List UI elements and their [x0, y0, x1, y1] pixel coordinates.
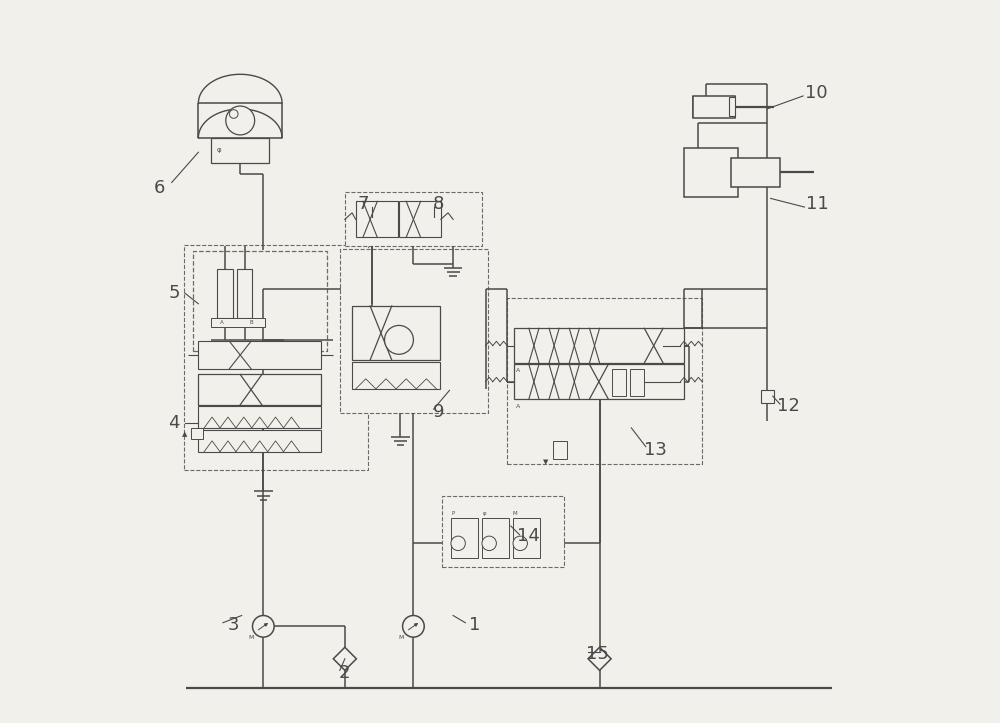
Bar: [356, 201, 398, 237]
Text: 7: 7: [357, 195, 369, 213]
Bar: [345, 192, 482, 246]
Circle shape: [513, 536, 527, 550]
Circle shape: [482, 536, 496, 550]
Bar: [399, 201, 441, 237]
Text: φ: φ: [216, 147, 221, 153]
Bar: [514, 364, 684, 399]
Bar: [514, 328, 684, 363]
Circle shape: [403, 615, 424, 637]
Text: ▼: ▼: [543, 460, 548, 466]
Text: 9: 9: [433, 403, 444, 421]
Text: P: P: [451, 510, 455, 515]
Bar: [451, 518, 478, 557]
Bar: [184, 244, 368, 470]
Text: 5: 5: [168, 284, 180, 302]
Bar: [442, 497, 564, 567]
Text: 6: 6: [154, 179, 165, 197]
Text: 2: 2: [339, 664, 351, 683]
Bar: [352, 362, 440, 389]
Bar: [731, 158, 780, 187]
Bar: [352, 306, 440, 360]
Text: 12: 12: [777, 397, 800, 415]
Bar: [211, 318, 265, 327]
Polygon shape: [588, 647, 611, 670]
Text: M: M: [248, 635, 254, 640]
Text: 3: 3: [227, 616, 239, 634]
Bar: [507, 298, 702, 464]
Text: A: A: [516, 403, 520, 408]
Bar: [217, 269, 233, 318]
Bar: [612, 369, 626, 396]
Bar: [193, 251, 327, 351]
Text: B: B: [249, 320, 253, 325]
Text: ▲: ▲: [182, 431, 187, 437]
Bar: [198, 430, 321, 452]
Bar: [482, 518, 509, 557]
Circle shape: [226, 106, 255, 135]
Text: 15: 15: [586, 645, 609, 663]
Bar: [340, 249, 488, 414]
Bar: [211, 138, 269, 163]
Bar: [198, 406, 321, 428]
Bar: [198, 341, 321, 369]
Text: 11: 11: [806, 195, 829, 213]
Bar: [553, 441, 567, 459]
Text: 8: 8: [433, 195, 444, 213]
Bar: [729, 98, 735, 116]
Circle shape: [451, 536, 465, 550]
Circle shape: [385, 325, 413, 354]
Text: A: A: [516, 368, 520, 372]
Bar: [693, 96, 735, 118]
Text: A: A: [220, 320, 224, 325]
Text: M: M: [513, 510, 517, 515]
Text: M: M: [398, 635, 404, 640]
Text: 10: 10: [805, 84, 827, 102]
Bar: [513, 518, 540, 557]
Text: 1: 1: [469, 616, 480, 634]
Text: φ: φ: [482, 510, 486, 515]
Bar: [761, 390, 774, 403]
Bar: [237, 269, 252, 318]
Text: 14: 14: [517, 527, 540, 545]
Polygon shape: [333, 647, 356, 670]
Bar: [191, 428, 203, 440]
Bar: [630, 369, 644, 396]
Bar: [684, 148, 738, 197]
Text: 13: 13: [644, 440, 667, 458]
Text: 4: 4: [168, 414, 180, 432]
Circle shape: [229, 110, 238, 119]
Circle shape: [252, 615, 274, 637]
Bar: [198, 375, 321, 405]
